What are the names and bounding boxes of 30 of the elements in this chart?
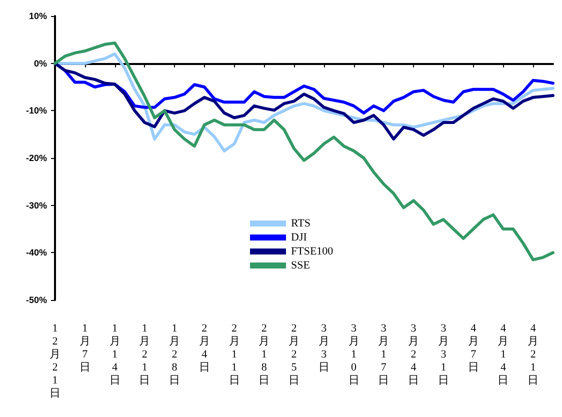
x-tick-label: 3月17日 (378, 322, 390, 386)
legend-label: SSE (291, 260, 310, 272)
x-tick-label: 12月21日 (50, 322, 60, 400)
y-tick-label: 0% (34, 58, 47, 68)
x-tick-label: 2月25日 (288, 322, 300, 386)
x-tick-label: 2月11日 (228, 322, 240, 386)
x-tick-label: 2月4日 (198, 322, 210, 374)
x-tick-label: 4月7日 (468, 322, 479, 374)
legend-label: FTSE100 (291, 246, 334, 258)
x-tick-label: 3月31日 (438, 322, 449, 386)
y-tick-label: -40% (26, 248, 47, 258)
x-tick-label: 1月14日 (109, 322, 120, 386)
x-tick-label: 2月18日 (258, 322, 270, 386)
x-tick-label: 1月21日 (139, 322, 150, 386)
x-tick-label: 3月10日 (348, 322, 360, 386)
x-tick-label: 3月24日 (408, 322, 420, 386)
x-tick-label: 3月3日 (318, 322, 330, 374)
x-tick-label: 4月21日 (528, 322, 539, 386)
x-tick-label: 1月7日 (79, 322, 90, 374)
y-tick-label: -50% (26, 295, 47, 305)
y-tick-label: -30% (26, 200, 47, 210)
x-tick-label: 4月14日 (498, 322, 509, 386)
x-tick-label: 1月28日 (169, 322, 180, 386)
line-series (54, 41, 554, 262)
legend-label: RTS (291, 218, 311, 230)
y-tick-label: 10% (28, 11, 47, 21)
legend-label: DJI (291, 232, 308, 244)
y-tick-label: -20% (26, 153, 47, 163)
y-tick-label: -10% (26, 106, 47, 116)
line-series (54, 62, 554, 141)
